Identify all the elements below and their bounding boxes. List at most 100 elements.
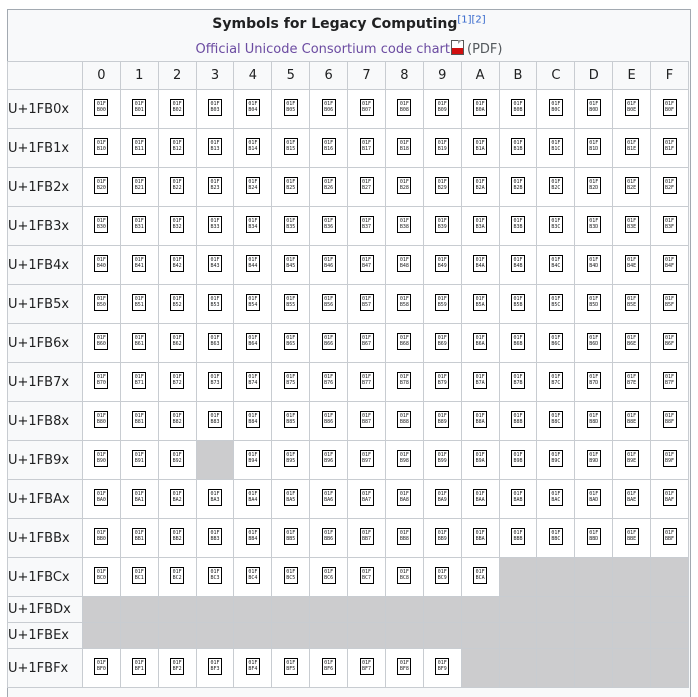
code-point-cell[interactable]: 01F BBA: [460, 518, 500, 558]
code-point-cell[interactable]: 01F B08: [384, 89, 424, 129]
code-point-cell[interactable]: 01F B55: [271, 284, 311, 324]
code-point-cell[interactable]: 01F BF1: [119, 648, 159, 688]
code-point-cell[interactable]: 01F B2B: [498, 167, 538, 207]
code-point-cell[interactable]: 01F B94: [233, 440, 273, 480]
code-point-cell[interactable]: 01F B11: [119, 128, 159, 168]
code-point-cell[interactable]: 01F B2C: [536, 167, 576, 207]
code-point-cell[interactable]: 01F B6E: [612, 323, 652, 363]
code-point-cell[interactable]: 01F B99: [422, 440, 462, 480]
code-point-cell[interactable]: 01F B88: [384, 401, 424, 441]
code-point-cell[interactable]: 01F B40: [81, 245, 121, 285]
code-point-cell[interactable]: 01F B49: [422, 245, 462, 285]
code-point-cell[interactable]: 01F B82: [157, 401, 197, 441]
code-point-cell[interactable]: 01F B1B: [498, 128, 538, 168]
code-point-cell[interactable]: 01F B86: [309, 401, 349, 441]
code-point-cell[interactable]: 01F B97: [347, 440, 386, 480]
code-point-cell[interactable]: 01F B09: [422, 89, 462, 129]
code-point-cell[interactable]: 01F B25: [271, 167, 311, 207]
code-point-cell[interactable]: 01F BC2: [157, 557, 197, 597]
code-point-cell[interactable]: 01F BAF: [650, 479, 689, 519]
code-point-cell[interactable]: 01F B24: [233, 167, 273, 207]
code-point-cell[interactable]: 01F BC4: [233, 557, 273, 597]
code-point-cell[interactable]: 01F B79: [422, 362, 462, 402]
code-point-cell[interactable]: 01F B07: [347, 89, 386, 129]
code-point-cell[interactable]: 01F BAA: [460, 479, 500, 519]
code-point-cell[interactable]: 01F B1A: [460, 128, 500, 168]
code-point-cell[interactable]: 01F B77: [347, 362, 386, 402]
code-point-cell[interactable]: 01F BB9: [422, 518, 462, 558]
reference-link-2[interactable]: [2]: [471, 14, 486, 26]
code-point-cell[interactable]: 01F BF6: [309, 648, 349, 688]
code-point-cell[interactable]: 01F BBD: [574, 518, 614, 558]
code-point-cell[interactable]: 01F B46: [309, 245, 349, 285]
code-point-cell[interactable]: 01F B65: [271, 323, 311, 363]
code-point-cell[interactable]: 01F BAC: [536, 479, 576, 519]
code-point-cell[interactable]: 01F B72: [157, 362, 197, 402]
code-point-cell[interactable]: 01F B35: [271, 206, 311, 246]
code-point-cell[interactable]: 01F B0D: [574, 89, 614, 129]
code-point-cell[interactable]: 01F B59: [422, 284, 462, 324]
code-point-cell[interactable]: 01F BBE: [612, 518, 652, 558]
code-point-cell[interactable]: 01F BAB: [498, 479, 538, 519]
code-point-cell[interactable]: 01F B10: [81, 128, 121, 168]
code-point-cell[interactable]: 01F B3F: [650, 206, 689, 246]
code-point-cell[interactable]: 01F BA7: [347, 479, 386, 519]
code-point-cell[interactable]: 01F BB8: [384, 518, 424, 558]
code-point-cell[interactable]: 01F B60: [81, 323, 121, 363]
code-point-cell[interactable]: 01F B95: [271, 440, 311, 480]
code-point-cell[interactable]: 01F BB5: [271, 518, 311, 558]
code-point-cell[interactable]: 01F B02: [157, 89, 197, 129]
code-point-cell[interactable]: 01F BA5: [271, 479, 311, 519]
code-point-cell[interactable]: 01F B5E: [612, 284, 652, 324]
code-point-cell[interactable]: 01F B22: [157, 167, 197, 207]
code-point-cell[interactable]: 01F B75: [271, 362, 311, 402]
code-point-cell[interactable]: 01F B90: [81, 440, 121, 480]
code-point-cell[interactable]: 01F B83: [195, 401, 235, 441]
code-point-cell[interactable]: 01F BC1: [119, 557, 159, 597]
code-point-cell[interactable]: 01F B78: [384, 362, 424, 402]
code-point-cell[interactable]: 01F B96: [309, 440, 349, 480]
code-point-cell[interactable]: 01F BA3: [195, 479, 235, 519]
code-point-cell[interactable]: 01F B8F: [650, 401, 689, 441]
code-point-cell[interactable]: 01F B8B: [498, 401, 538, 441]
code-point-cell[interactable]: 01F B7B: [498, 362, 538, 402]
code-point-cell[interactable]: 01F B98: [384, 440, 424, 480]
code-point-cell[interactable]: 01F B71: [119, 362, 159, 402]
code-point-cell[interactable]: 01F B36: [309, 206, 349, 246]
code-point-cell[interactable]: 01F B76: [309, 362, 349, 402]
code-chart-link[interactable]: Official Unicode Consortium code chart: [195, 42, 450, 57]
code-point-cell[interactable]: 01F B6C: [536, 323, 576, 363]
code-point-cell[interactable]: 01F B61: [119, 323, 159, 363]
code-point-cell[interactable]: 01F B0F: [650, 89, 689, 129]
code-point-cell[interactable]: 01F B89: [422, 401, 462, 441]
code-point-cell[interactable]: 01F B2A: [460, 167, 500, 207]
code-point-cell[interactable]: 01F BA2: [157, 479, 197, 519]
code-point-cell[interactable]: 01F B67: [347, 323, 386, 363]
code-point-cell[interactable]: 01F B28: [384, 167, 424, 207]
code-point-cell[interactable]: 01F BA1: [119, 479, 159, 519]
code-point-cell[interactable]: 01F BB1: [119, 518, 159, 558]
code-point-cell[interactable]: 01F B54: [233, 284, 273, 324]
code-point-cell[interactable]: 01F BB0: [81, 518, 121, 558]
code-point-cell[interactable]: 01F BA9: [422, 479, 462, 519]
code-point-cell[interactable]: 01F BC3: [195, 557, 235, 597]
code-point-cell[interactable]: 01F B42: [157, 245, 197, 285]
code-point-cell[interactable]: 01F BA0: [81, 479, 121, 519]
code-point-cell[interactable]: 01F B1D: [574, 128, 614, 168]
reference-link-1[interactable]: [1]: [457, 14, 472, 26]
code-point-cell[interactable]: 01F B57: [347, 284, 386, 324]
code-point-cell[interactable]: 01F B4B: [498, 245, 538, 285]
code-point-cell[interactable]: 01F BF2: [157, 648, 197, 688]
code-point-cell[interactable]: 01F B34: [233, 206, 273, 246]
code-point-cell[interactable]: 01F B5A: [460, 284, 500, 324]
code-point-cell[interactable]: 01F B52: [157, 284, 197, 324]
code-point-cell[interactable]: 01F B62: [157, 323, 197, 363]
code-point-cell[interactable]: 01F B6F: [650, 323, 689, 363]
code-point-cell[interactable]: 01F BF9: [422, 648, 462, 688]
code-point-cell[interactable]: 01F B7C: [536, 362, 576, 402]
code-point-cell[interactable]: 01F B41: [119, 245, 159, 285]
code-point-cell[interactable]: 01F B44: [233, 245, 273, 285]
code-point-cell[interactable]: 01F B2F: [650, 167, 689, 207]
code-point-cell[interactable]: 01F B6A: [460, 323, 500, 363]
code-point-cell[interactable]: 01F B9F: [650, 440, 689, 480]
